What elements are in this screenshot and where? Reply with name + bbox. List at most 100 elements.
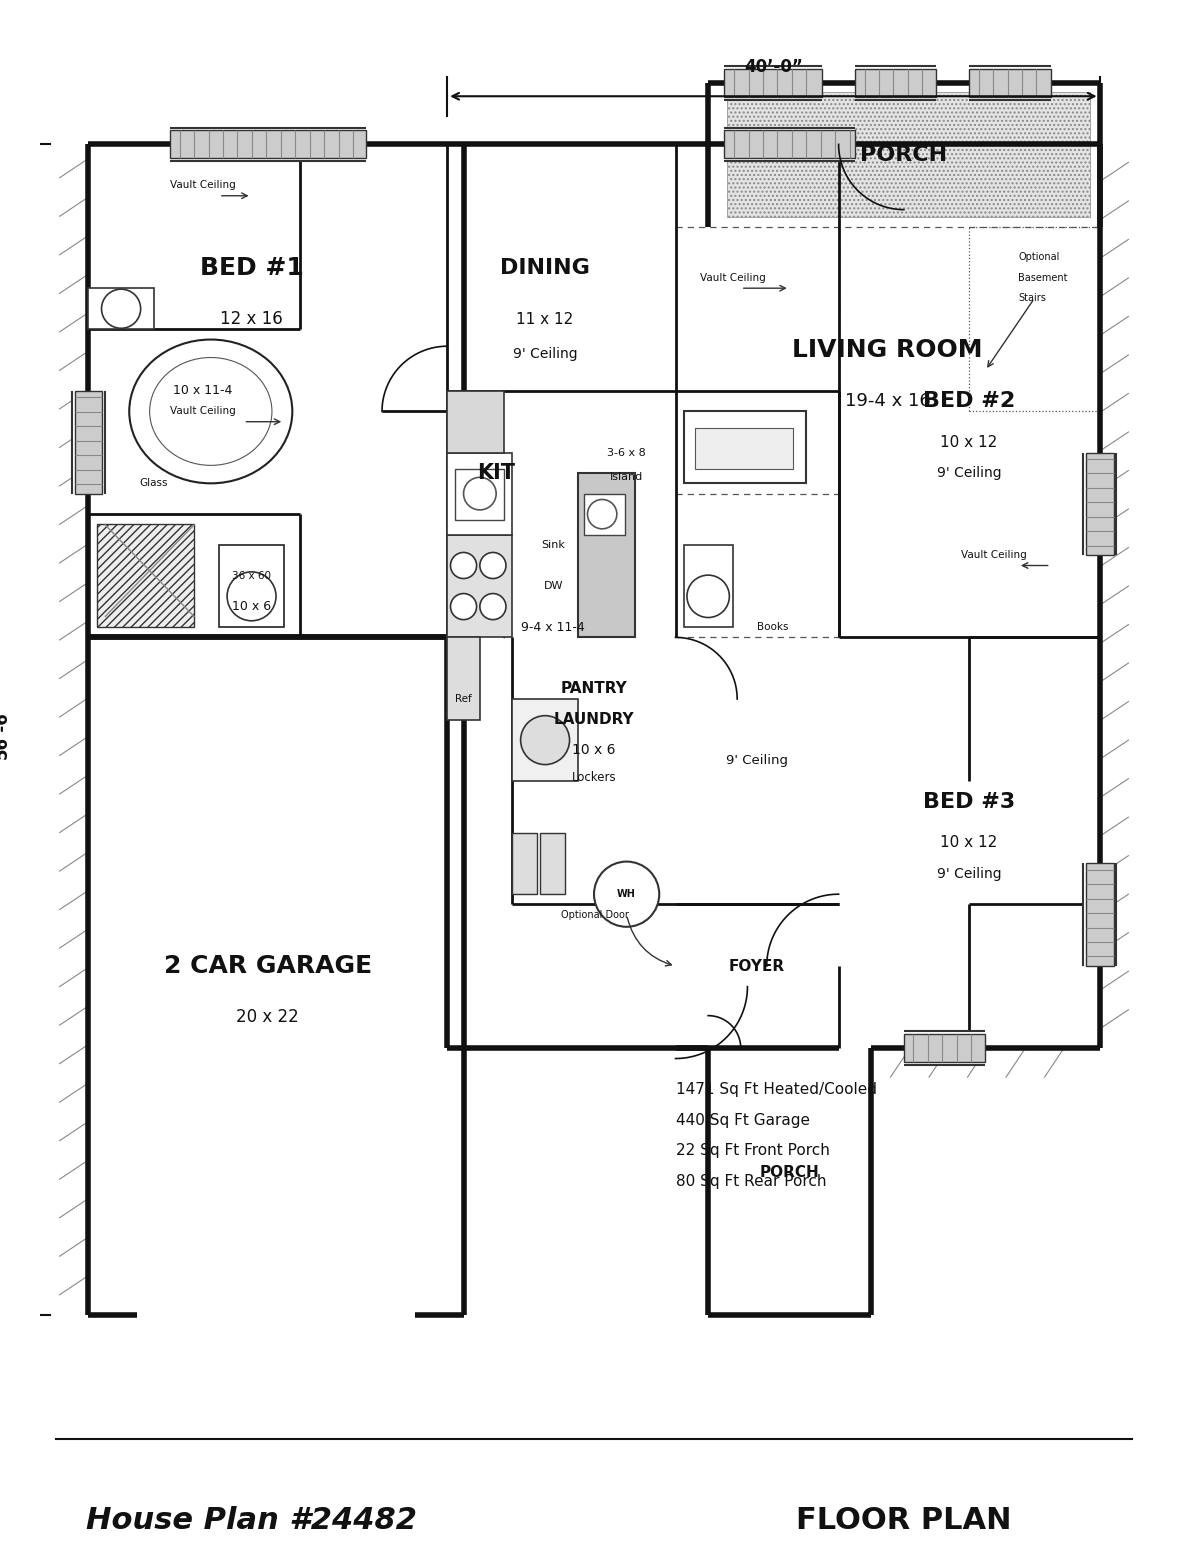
Text: Books: Books xyxy=(757,622,788,632)
Bar xyxy=(540,833,565,895)
Text: PORCH: PORCH xyxy=(860,144,948,164)
Text: Lockers: Lockers xyxy=(571,771,617,783)
Circle shape xyxy=(686,576,730,618)
Bar xyxy=(584,494,625,534)
Circle shape xyxy=(480,593,506,619)
Bar xyxy=(97,525,194,627)
Text: 36 x 60: 36 x 60 xyxy=(232,571,271,580)
Bar xyxy=(74,392,102,494)
Text: Optional: Optional xyxy=(1018,252,1060,262)
Text: 22 Sq Ft Front Porch: 22 Sq Ft Front Porch xyxy=(676,1144,829,1158)
Bar xyxy=(218,545,284,627)
Text: 9' Ceiling: 9' Ceiling xyxy=(937,867,1001,881)
Circle shape xyxy=(521,715,570,765)
Text: PORCH: PORCH xyxy=(760,1164,820,1180)
Circle shape xyxy=(463,477,496,509)
Bar xyxy=(727,93,1090,217)
Text: 2 CAR GARAGE: 2 CAR GARAGE xyxy=(163,954,372,978)
Bar xyxy=(512,833,536,895)
Text: 9' Ceiling: 9' Ceiling xyxy=(937,466,1001,480)
Bar xyxy=(684,545,733,627)
Bar xyxy=(72,392,106,494)
Bar xyxy=(725,130,854,158)
Ellipse shape xyxy=(150,358,272,466)
Bar xyxy=(577,474,635,638)
Text: 9' Ceiling: 9' Ceiling xyxy=(726,754,788,768)
Bar xyxy=(904,1031,985,1065)
Text: BED #2: BED #2 xyxy=(923,392,1015,412)
Text: DW: DW xyxy=(544,580,563,591)
Text: 40’-0”: 40’-0” xyxy=(744,59,803,76)
Text: 10 x 11-4: 10 x 11-4 xyxy=(173,384,233,398)
Text: BED #1: BED #1 xyxy=(199,255,304,280)
Bar xyxy=(970,68,1051,96)
Bar xyxy=(1082,864,1116,966)
Text: DINING: DINING xyxy=(500,257,590,277)
Circle shape xyxy=(480,553,506,579)
Circle shape xyxy=(588,500,617,529)
Circle shape xyxy=(102,289,140,328)
Text: Ref: Ref xyxy=(455,694,472,704)
Bar xyxy=(695,427,793,469)
Text: Basement: Basement xyxy=(1018,272,1068,283)
Text: 80 Sq Ft Rear Porch: 80 Sq Ft Rear Porch xyxy=(676,1175,826,1189)
Bar xyxy=(1086,452,1114,556)
Bar xyxy=(448,452,512,534)
Bar xyxy=(854,68,936,96)
Text: 10 x 6: 10 x 6 xyxy=(572,743,616,757)
Text: Island: Island xyxy=(610,472,643,481)
Bar xyxy=(170,130,366,158)
Text: FOYER: FOYER xyxy=(730,958,785,974)
Bar xyxy=(89,288,154,330)
Text: 9-4 x 11-4: 9-4 x 11-4 xyxy=(521,621,586,633)
Bar xyxy=(725,68,822,96)
Text: Stairs: Stairs xyxy=(1018,294,1046,303)
Text: PANTRY: PANTRY xyxy=(560,681,628,697)
Text: WH: WH xyxy=(617,889,636,899)
Bar xyxy=(725,127,854,161)
Text: FLOOR PLAN: FLOOR PLAN xyxy=(796,1506,1012,1536)
Text: 10 x 12: 10 x 12 xyxy=(941,435,997,450)
Text: 19-4 x 16: 19-4 x 16 xyxy=(845,392,930,410)
Bar xyxy=(448,534,512,638)
Text: 56’-6”: 56’-6” xyxy=(0,701,11,759)
Ellipse shape xyxy=(130,339,293,483)
Bar xyxy=(970,67,1051,99)
Text: LAUNDRY: LAUNDRY xyxy=(553,712,635,728)
Text: 11 x 12: 11 x 12 xyxy=(516,311,574,327)
Bar xyxy=(448,392,504,452)
Bar xyxy=(1082,452,1116,556)
Circle shape xyxy=(594,862,659,927)
Text: House Plan #24482: House Plan #24482 xyxy=(86,1506,418,1536)
Text: LIVING ROOM: LIVING ROOM xyxy=(792,337,983,362)
Bar xyxy=(448,638,480,720)
Text: Vault Ceiling: Vault Ceiling xyxy=(170,407,235,416)
Text: 1471 Sq Ft Heated/Cooled: 1471 Sq Ft Heated/Cooled xyxy=(676,1082,876,1098)
Bar xyxy=(904,1034,985,1062)
Text: 10 x 12: 10 x 12 xyxy=(941,836,997,850)
Text: KIT: KIT xyxy=(478,463,515,483)
Bar xyxy=(1086,864,1114,966)
Text: Vault Ceiling: Vault Ceiling xyxy=(961,550,1027,560)
Circle shape xyxy=(227,571,276,621)
Text: 10 x 6: 10 x 6 xyxy=(232,601,271,613)
Text: BED #3: BED #3 xyxy=(923,791,1015,811)
Text: 3-6 x 8: 3-6 x 8 xyxy=(607,447,646,458)
Text: 12 x 16: 12 x 16 xyxy=(220,310,283,328)
Bar xyxy=(170,127,366,161)
Bar xyxy=(854,67,936,99)
Text: 9' Ceiling: 9' Ceiling xyxy=(512,347,577,361)
Bar xyxy=(684,412,806,483)
Bar xyxy=(512,700,577,782)
Circle shape xyxy=(450,553,476,579)
Text: Sink: Sink xyxy=(541,540,565,550)
Circle shape xyxy=(450,593,476,619)
Text: 440 Sq Ft Garage: 440 Sq Ft Garage xyxy=(676,1113,810,1127)
Text: 20 x 22: 20 x 22 xyxy=(236,1008,299,1026)
Bar xyxy=(455,469,504,520)
Text: Vault Ceiling: Vault Ceiling xyxy=(170,181,235,190)
Bar xyxy=(725,67,822,99)
Text: Glass: Glass xyxy=(139,478,168,488)
Text: Vault Ceiling: Vault Ceiling xyxy=(700,272,766,283)
Text: Optional Door: Optional Door xyxy=(562,910,629,920)
